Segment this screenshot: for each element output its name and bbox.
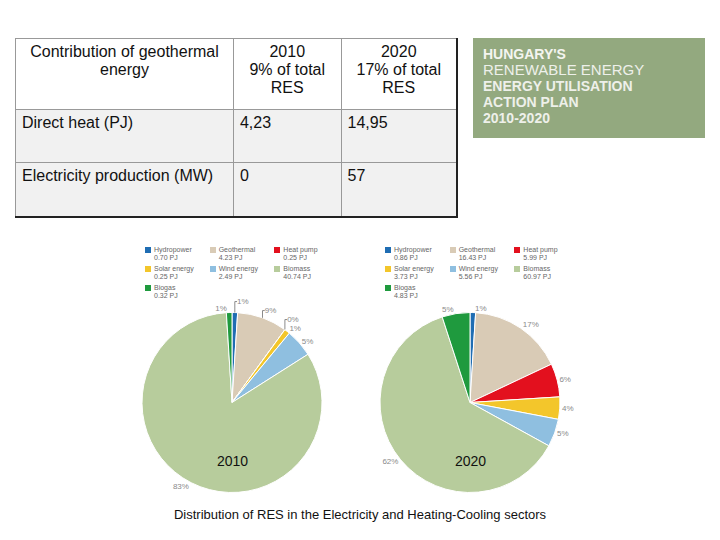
html-text:Wind energy: Wind energy bbox=[218, 265, 258, 272]
html-text:Direct heat (PJ): Direct heat (PJ) bbox=[22, 114, 134, 131]
html-text:0.70 PJ: 0.70 PJ bbox=[154, 254, 178, 261]
html-text:16.43 PJ: 16.43 PJ bbox=[458, 254, 487, 261]
svg-text:1%: 1% bbox=[215, 304, 227, 313]
html-text:4,23: 4,23 bbox=[240, 114, 272, 131]
html-text:Biomass: Biomass bbox=[523, 265, 551, 272]
svg-text:6%: 6% bbox=[559, 375, 571, 384]
html-text:Biomass: Biomass bbox=[283, 265, 311, 272]
html-text:Wind energy: Wind energy bbox=[458, 265, 498, 272]
html-text:60.97 PJ: 60.97 PJ bbox=[523, 273, 551, 280]
html-text:Distribution of RES in the Ele: Distribution of RES in the Electricity a… bbox=[173, 507, 547, 522]
html-text:ENERGY UTILISATION: ENERGY UTILISATION bbox=[483, 78, 633, 94]
html-text:5.56 PJ: 5.56 PJ bbox=[458, 273, 483, 280]
html-text:Heat pump: Heat pump bbox=[523, 246, 558, 253]
svg-text:5%: 5% bbox=[557, 429, 569, 438]
html-text:2.49 PJ: 2.49 PJ bbox=[218, 273, 243, 280]
svg-text:9%: 9% bbox=[265, 306, 277, 315]
html-text:Contribution of geothermal ene: Contribution of geothermal energy bbox=[30, 43, 219, 78]
html-text:0: 0 bbox=[240, 167, 249, 185]
html-text:0.32 PJ: 0.32 PJ bbox=[154, 292, 178, 299]
html-text:Hydropower: Hydropower bbox=[154, 246, 192, 253]
html-text:4.83 PJ: 4.83 PJ bbox=[394, 292, 418, 299]
svg-text:1%: 1% bbox=[475, 304, 487, 313]
html-text:RENEWABLE ENERGY: RENEWABLE ENERGY bbox=[483, 61, 645, 78]
svg-text:2010: 2010 bbox=[217, 453, 248, 469]
html-text:2010: 2010 bbox=[269, 43, 305, 60]
svg-text:83%: 83% bbox=[173, 482, 189, 491]
svg-text:5%: 5% bbox=[442, 305, 454, 314]
html-text:Solar energy: Solar energy bbox=[154, 265, 194, 272]
svg-text:17%: 17% bbox=[523, 320, 539, 329]
svg-text:2020: 2020 bbox=[455, 453, 486, 469]
html-text:Solar energy: Solar energy bbox=[394, 265, 434, 272]
html-text:Biogas: Biogas bbox=[154, 284, 176, 291]
svg-text:1%: 1% bbox=[237, 297, 249, 306]
html-text:Hydropower: Hydropower bbox=[394, 246, 432, 253]
html-text:Electricity production (MW): Electricity production (MW) bbox=[22, 167, 214, 185]
html-text:Geothermal: Geothermal bbox=[218, 246, 256, 253]
html-text:0.25 PJ: 0.25 PJ bbox=[154, 273, 178, 280]
html-text:14,95: 14,95 bbox=[347, 114, 388, 131]
html-text:5.99 PJ: 5.99 PJ bbox=[523, 254, 548, 261]
html-text:2010-2020: 2010-2020 bbox=[483, 110, 550, 126]
svg-text:62%: 62% bbox=[382, 457, 398, 466]
html-text:3.73 PJ: 3.73 PJ bbox=[394, 273, 418, 280]
html-text:40.74 PJ: 40.74 PJ bbox=[283, 273, 311, 280]
svg-text:1%: 1% bbox=[289, 324, 301, 333]
html-text:4.23 PJ: 4.23 PJ bbox=[218, 254, 243, 261]
html-text:Biogas: Biogas bbox=[394, 284, 416, 291]
svg-text:0%: 0% bbox=[287, 315, 299, 324]
html-text:0.86 PJ: 0.86 PJ bbox=[394, 254, 418, 261]
html-text:ACTION PLAN: ACTION PLAN bbox=[483, 94, 579, 110]
svg-text:5%: 5% bbox=[302, 337, 314, 346]
html-text:Heat pump: Heat pump bbox=[283, 246, 318, 253]
html-text:Geothermal: Geothermal bbox=[458, 246, 496, 253]
html-text:2020: 2020 bbox=[381, 43, 417, 60]
html-text:17% of total RES: 17% of total RES bbox=[356, 61, 441, 96]
html-text:HUNGARY'S: HUNGARY'S bbox=[483, 46, 566, 62]
svg-text:4%: 4% bbox=[562, 404, 574, 413]
html-text:9% of total RES: 9% of total RES bbox=[249, 61, 326, 96]
html-text:0.25 PJ: 0.25 PJ bbox=[283, 254, 308, 261]
html-text:57: 57 bbox=[347, 167, 366, 185]
